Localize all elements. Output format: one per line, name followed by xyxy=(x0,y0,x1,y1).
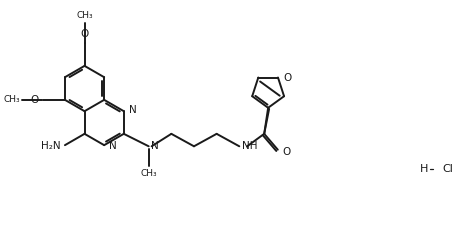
Text: N: N xyxy=(151,141,159,151)
Text: N: N xyxy=(109,141,117,151)
Text: CH₃: CH₃ xyxy=(140,169,157,179)
Text: NH: NH xyxy=(242,141,258,151)
Text: H: H xyxy=(420,164,429,174)
Text: O: O xyxy=(283,73,291,82)
Text: O: O xyxy=(80,29,89,39)
Text: O: O xyxy=(283,147,291,157)
Text: O: O xyxy=(30,95,38,105)
Text: CH₃: CH₃ xyxy=(3,95,20,104)
Text: CH₃: CH₃ xyxy=(76,11,93,20)
Text: Cl: Cl xyxy=(442,164,453,174)
Text: H₂N: H₂N xyxy=(41,141,61,151)
Text: N: N xyxy=(129,105,136,115)
